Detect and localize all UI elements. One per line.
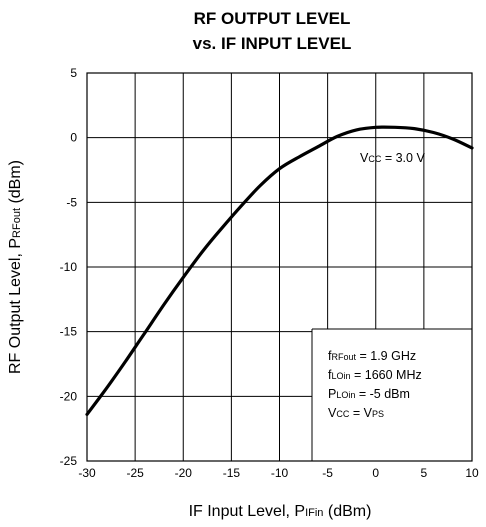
y-tick-label: -25 xyxy=(60,454,78,468)
legend-box xyxy=(312,329,472,461)
vcc-sub: CC xyxy=(368,154,381,164)
series-line xyxy=(85,125,474,416)
y-axis-label-main: RF Output Level, P xyxy=(7,238,24,374)
condition-flo: fLOin = 1660 MHz xyxy=(328,368,422,382)
cond-2-main: P xyxy=(328,387,336,401)
y-tick-label: -15 xyxy=(60,325,78,339)
cond-3-tail: = V xyxy=(349,406,372,420)
x-axis-label: IF Input Level, PIFin (dBm) xyxy=(189,503,372,520)
x-tick-label: -25 xyxy=(126,466,144,480)
y-axis-label-sub: RFout xyxy=(11,208,23,238)
x-tick-label: 10 xyxy=(465,466,479,480)
vcc-main: V xyxy=(360,151,369,165)
y-tick-label: -5 xyxy=(66,195,77,209)
cond-0-main: f xyxy=(328,349,332,363)
vcc-tail: = 3.0 V xyxy=(381,151,425,165)
x-tick-label: -10 xyxy=(271,466,289,480)
y-tick-label: -10 xyxy=(60,260,78,274)
cond-3-sub2: PS xyxy=(372,409,384,419)
vcc-annotation: VCC = 3.0 V xyxy=(360,151,425,165)
x-tick-label: -20 xyxy=(175,466,193,480)
cond-3-sub: CC xyxy=(336,409,349,419)
y-axis-label-tail: (dBm) xyxy=(7,160,24,208)
cond-1-main: f xyxy=(328,368,332,382)
y-tick-label: 5 xyxy=(70,66,77,80)
x-tick-label: 5 xyxy=(421,466,428,480)
x-tick-label: 0 xyxy=(372,466,379,480)
cond-0-tail: = 1.9 GHz xyxy=(356,349,416,363)
x-tick-label: -15 xyxy=(223,466,241,480)
condition-vcc: VCC = VPS xyxy=(328,406,384,420)
x-tick-label: -30 xyxy=(78,466,96,480)
cond-1-sub: LOin xyxy=(331,371,350,381)
x-tick-label: -5 xyxy=(322,466,333,480)
cond-3-main: V xyxy=(328,406,337,420)
y-axis-label: RF Output Level, PRFout (dBm) xyxy=(7,160,24,374)
condition-plo: PLOin = -5 dBm xyxy=(328,387,410,401)
y-tick-label: 0 xyxy=(70,131,77,145)
cond-0-sub: RFout xyxy=(331,352,356,362)
plot-frame xyxy=(86,72,473,462)
x-axis-label-main: IF Input Level, P xyxy=(189,503,306,520)
cond-2-sub: LOin xyxy=(336,390,355,400)
grid xyxy=(87,73,472,461)
chart-title-line1: RF OUTPUT LEVEL xyxy=(194,9,351,28)
chart-title-line2: vs. IF INPUT LEVEL xyxy=(193,34,352,53)
x-axis-label-tail: (dBm) xyxy=(323,503,371,520)
y-tick-label: -20 xyxy=(60,389,78,403)
x-axis-label-sub: IFin xyxy=(305,507,323,519)
cond-1-tail: = 1660 MHz xyxy=(351,368,422,382)
cond-2-tail: = -5 dBm xyxy=(355,387,410,401)
condition-frf: fRFout = 1.9 GHz xyxy=(328,349,416,363)
